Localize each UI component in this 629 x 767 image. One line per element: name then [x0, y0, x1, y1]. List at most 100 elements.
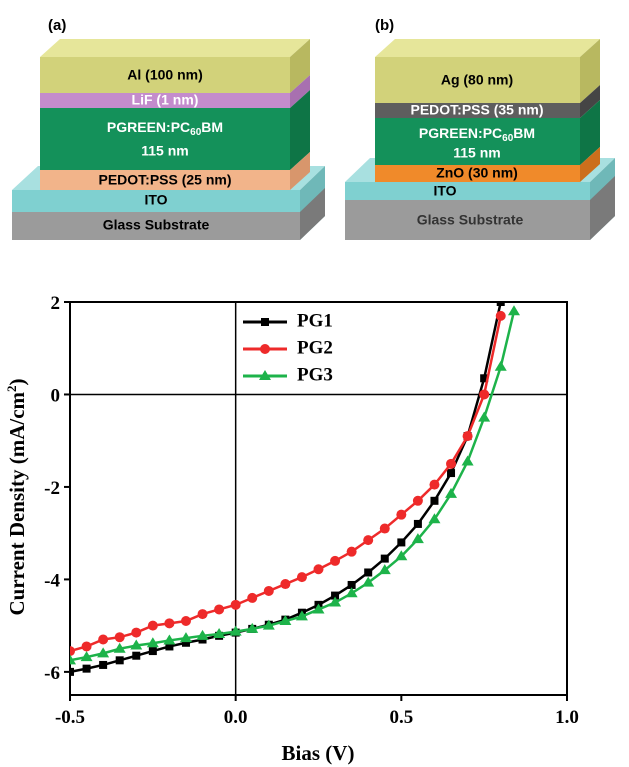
data-point: [430, 496, 439, 505]
data-point: [262, 619, 275, 630]
data-point: [181, 638, 190, 647]
data-point: [70, 654, 76, 665]
glass-side: [590, 176, 615, 240]
legend-label: PG1: [297, 310, 333, 331]
layer-label: PEDOT:PSS (25 nm): [98, 172, 231, 188]
data-point: [213, 627, 226, 638]
data-point: [229, 625, 242, 636]
pedot-side: [290, 152, 310, 190]
active-layer: [375, 118, 580, 165]
data-point: [115, 656, 124, 665]
stack-top: [40, 39, 310, 57]
data-point: [380, 554, 389, 563]
ito-layer: [345, 182, 590, 200]
data-point: [280, 579, 291, 590]
glass-side: [300, 188, 325, 240]
data-point: [495, 310, 506, 321]
data-point: [363, 535, 374, 546]
x-tick-label: 0.0: [224, 707, 248, 728]
panel-label: (b): [375, 17, 394, 34]
data-point: [329, 596, 342, 607]
data-point: [413, 519, 422, 528]
data-point: [163, 634, 176, 645]
legend-marker: [259, 370, 271, 380]
data-point: [146, 637, 159, 648]
data-point: [429, 479, 440, 490]
layer-label: ITO: [144, 192, 167, 208]
data-point: [379, 523, 390, 534]
pedot-layer: [40, 170, 290, 190]
data-point: [279, 615, 292, 626]
device-diagram-a: (a) Al (100 nm) LiF (1 nm) PGREEN:PC60BM…: [12, 17, 325, 240]
legend-marker: [261, 318, 269, 326]
data-point: [114, 632, 125, 643]
ag-layer: [375, 57, 580, 103]
layer-label: ZnO (30 nm): [436, 165, 518, 181]
zno-side: [580, 147, 600, 182]
layer-label: Ag (80 nm): [441, 72, 513, 88]
data-point: [346, 546, 357, 557]
legend-marker: [260, 344, 270, 354]
layer-label: PGREEN:PC60BM: [419, 125, 535, 144]
legend-label: PG2: [297, 337, 333, 358]
data-point: [428, 513, 441, 524]
data-point: [247, 592, 258, 603]
jv-chart: Bias (V) Current Density (mA/cm2) -0.5 0.…: [4, 293, 579, 765]
data-point: [246, 622, 259, 633]
layer-label-part: PGREEN:PC: [107, 119, 190, 135]
data-point: [180, 616, 191, 627]
data-point: [70, 667, 74, 676]
data-point: [378, 564, 391, 575]
y-axis-title-part: Current Density (mA/cm: [5, 391, 29, 615]
data-point: [214, 604, 225, 615]
pedot-layer: [375, 103, 580, 118]
data-point: [296, 572, 307, 583]
y-axis-title-sup: 2: [4, 385, 19, 392]
layer-label-part: PGREEN:PC: [419, 125, 502, 141]
al-layer: [40, 57, 290, 93]
data-point: [82, 664, 91, 673]
x-axis-title: Bias (V): [282, 741, 355, 765]
x-tick-label: 0.5: [389, 707, 413, 728]
data-point: [395, 550, 408, 561]
data-point: [396, 509, 407, 520]
data-point: [164, 618, 175, 629]
zno-layer: [375, 165, 580, 182]
layer-label: Al (100 nm): [127, 67, 202, 83]
device-diagram-b: (b) Ag (80 nm) PEDOT:PSS (35 nm) PGREEN:…: [345, 17, 615, 240]
data-point: [295, 610, 308, 621]
layer-label-part: BM: [201, 119, 223, 135]
y-tick-label: 0: [51, 385, 61, 406]
data-point: [494, 360, 507, 371]
data-point: [447, 469, 456, 478]
x-tick-label: -0.5: [55, 707, 85, 728]
layer-label-sub: 60: [502, 133, 514, 144]
active-side: [580, 100, 600, 165]
data-point: [312, 603, 325, 614]
data-point: [331, 591, 340, 600]
layer-label: 115 nm: [453, 145, 500, 161]
lif-layer: [40, 93, 290, 108]
glass-layer: [12, 212, 300, 240]
data-point: [478, 411, 491, 422]
data-point: [98, 634, 109, 645]
panel-label: (a): [48, 17, 66, 34]
data-point: [113, 642, 126, 653]
data-point: [148, 647, 157, 656]
data-point: [197, 609, 208, 620]
data-point: [147, 620, 158, 631]
data-point: [496, 302, 505, 306]
layer-label: Glass Substrate: [103, 217, 210, 233]
ag-side: [580, 39, 600, 103]
data-point: [131, 627, 142, 638]
data-point: [313, 564, 324, 575]
layer-label: LiF (1 nm): [132, 92, 199, 108]
y-tick-label: -2: [44, 478, 60, 499]
data-point: [97, 647, 110, 658]
layer-label: PGREEN:PC60BM: [107, 119, 223, 138]
stack-top: [375, 39, 600, 57]
data-point: [479, 389, 490, 400]
layer-label: 115 nm: [141, 143, 188, 159]
y-tick-label: 2: [51, 293, 61, 314]
data-point: [70, 646, 75, 657]
